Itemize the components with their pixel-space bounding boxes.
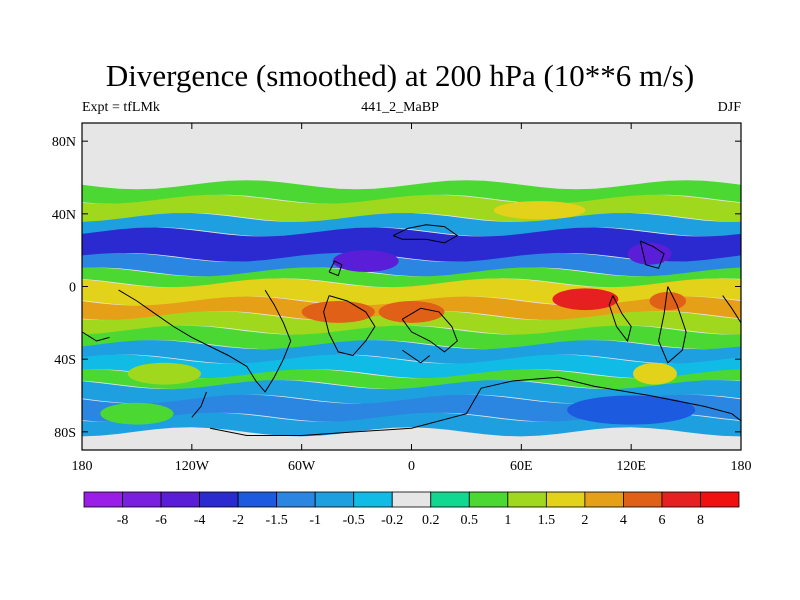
field-band [82, 311, 741, 335]
colorbar-label: 4 [620, 513, 627, 528]
colorbar-swatch [507, 491, 547, 508]
field-blob [301, 301, 375, 323]
coastline-segment [328, 260, 343, 277]
field-band [82, 252, 741, 277]
colorbar-label: -0.5 [343, 513, 365, 528]
colorbar-swatch [391, 491, 432, 508]
x-tick-label: 60W [288, 459, 316, 474]
colorbar-swatch [661, 491, 701, 508]
colorbar-swatch [122, 491, 162, 508]
field-blob [627, 242, 672, 265]
experiment-label: Expt = tfLMk [82, 100, 160, 115]
field-band [82, 340, 741, 364]
coastline-segment [118, 289, 292, 393]
colorbar-label: -0.2 [381, 513, 403, 528]
colorbar-label: 0.5 [461, 513, 479, 528]
chart-title: Divergence (smoothed) at 200 hPa (10**6 … [105, 58, 695, 93]
colorbar-label: 2 [581, 513, 588, 528]
x-tick-label: 180 [731, 459, 752, 474]
colorbar-swatch [160, 491, 200, 508]
x-tick-label: 0 [408, 459, 415, 474]
colorbar-swatch [468, 491, 509, 508]
y-tick-label: 0 [69, 281, 76, 296]
colorbar-label: 8 [697, 513, 704, 528]
y-tick-label: 80S [54, 426, 76, 441]
coastline-segment [402, 349, 431, 364]
field-band [82, 369, 741, 390]
colorbar-swatch [276, 491, 316, 508]
colorbar-label: -1.5 [266, 513, 288, 528]
field-blob [378, 301, 445, 323]
colorbar-label: -8 [117, 513, 129, 528]
x-tick-label: 180 [72, 459, 93, 474]
colorbar-label: -2 [232, 513, 244, 528]
field-blob [332, 250, 399, 272]
field-blob [649, 291, 687, 311]
coastline-segment [392, 224, 459, 244]
colorbar-swatch [83, 491, 123, 508]
case-label: 441_2_MaBP [361, 100, 439, 115]
colorbar-label: -4 [194, 513, 206, 528]
colorbar-swatch [584, 491, 624, 508]
x-tick-label: 60E [510, 459, 533, 474]
colorbar-label: -6 [155, 513, 167, 528]
coastline-segment [82, 331, 110, 342]
y-tick-label: 40S [54, 353, 76, 368]
colorbar-label: 1 [504, 513, 511, 528]
field-blob [567, 395, 696, 425]
colorbar-swatch [314, 491, 355, 508]
colorbar: -8 -6 -4 -2 -1.5 -1 -0.5 -0.2 0.2 0.5 1 1.5 2 4 6 8 [83, 491, 740, 528]
field-band [82, 354, 741, 379]
axes: 180 120W 60W 0 60E 120E 180 80N 40N 0 40S 80S [52, 123, 752, 474]
divergence-field [82, 180, 741, 437]
colorbar-swatch [353, 491, 393, 508]
field-band [82, 227, 741, 262]
coastline-segment [658, 286, 687, 364]
coastline-segment [323, 295, 376, 357]
field-band [82, 325, 741, 350]
coastline-segment [401, 307, 458, 353]
colorbar-label: 1.5 [538, 513, 556, 528]
colorbar-swatch [700, 491, 740, 508]
y-tick-label: 40N [52, 208, 76, 223]
coastline-segment [639, 240, 665, 269]
coastline-segment [608, 295, 632, 343]
field-band [82, 213, 741, 237]
field-band [82, 180, 741, 204]
colorbar-label: -1 [309, 513, 321, 528]
coastline-segment [210, 387, 482, 436]
colorbar-swatch [430, 491, 470, 508]
colorbar-label: 6 [658, 513, 665, 528]
field-band [82, 267, 741, 288]
field-blob [552, 288, 619, 311]
coastline-segment [191, 391, 207, 418]
field-blob [100, 402, 174, 425]
coastline [82, 224, 741, 436]
x-tick-label: 120E [616, 459, 646, 474]
coastline-segment [480, 376, 741, 422]
field-band [82, 380, 741, 404]
colorbar-swatch [199, 491, 239, 508]
coastline-segment [722, 295, 741, 324]
field-blob [127, 362, 201, 385]
colorbar-swatch [545, 491, 586, 508]
season-label: DJF [717, 100, 741, 115]
colorbar-swatch [237, 491, 278, 508]
field-blob [493, 201, 586, 220]
colorbar-label: 0.2 [422, 513, 440, 528]
field-blob [632, 362, 677, 385]
y-tick-label: 80N [52, 135, 76, 150]
x-tick-label: 120W [175, 459, 210, 474]
field-band [82, 412, 741, 437]
colorbar-swatch [623, 491, 663, 508]
